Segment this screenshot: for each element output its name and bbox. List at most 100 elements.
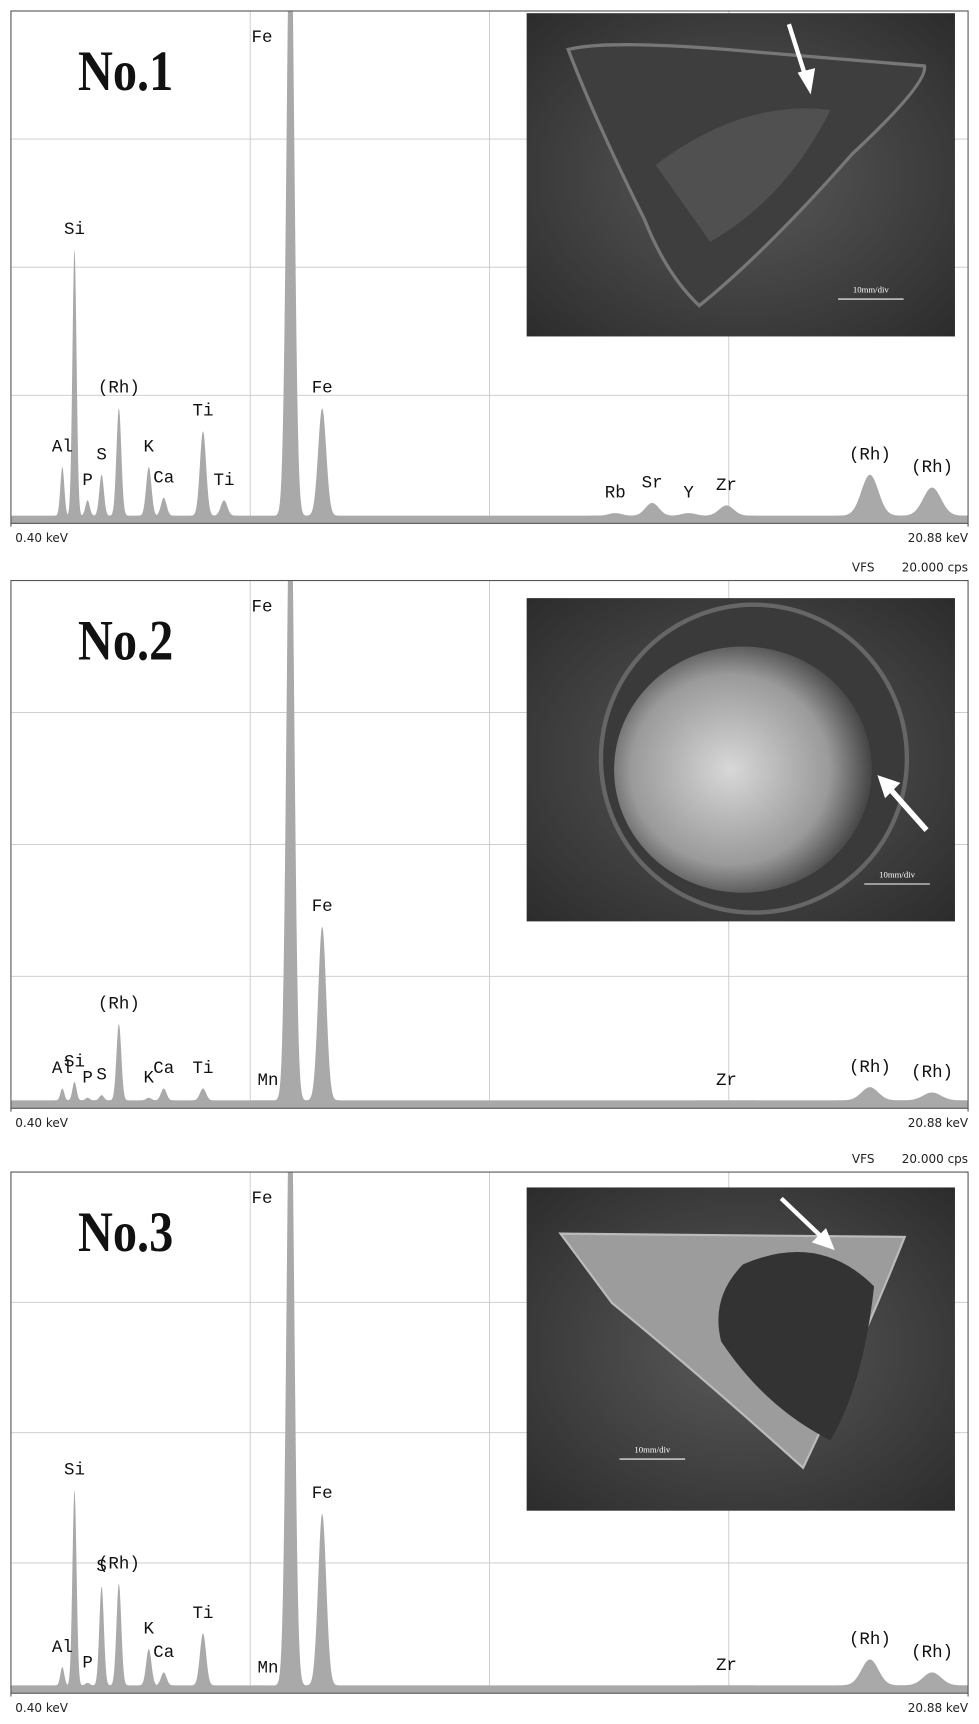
chart-title: No.2 bbox=[78, 610, 173, 673]
spectrum-chart: Al Si PS (Rh) K Ca Ti Ti Fe Fe Rb Sr Y Zr (Rh) (Rh) 0.40… bbox=[10, 10, 969, 545]
x-tick-label: 0.40 keV bbox=[15, 1116, 68, 1130]
peak bbox=[92, 474, 111, 524]
peak bbox=[896, 1672, 968, 1694]
peak bbox=[152, 1672, 175, 1694]
photo-arrow-head bbox=[877, 775, 901, 799]
peak-label: Zr bbox=[716, 476, 737, 496]
peak-label: (Rh) bbox=[98, 994, 140, 1014]
peak bbox=[306, 408, 339, 524]
peak bbox=[190, 1088, 216, 1109]
peak-label: Ca bbox=[153, 1059, 174, 1079]
plot-frame bbox=[10, 10, 969, 524]
peak-label: P bbox=[82, 471, 92, 491]
peak bbox=[66, 249, 83, 524]
peak bbox=[275, 10, 306, 524]
peak-label: S bbox=[96, 1557, 106, 1577]
peak bbox=[152, 1088, 175, 1109]
peak bbox=[92, 1586, 111, 1694]
peak-label: S bbox=[96, 445, 106, 465]
peak-label: P bbox=[82, 1068, 92, 1088]
peak bbox=[78, 1097, 97, 1109]
peak-label: Mn bbox=[257, 1071, 278, 1091]
peak bbox=[54, 466, 71, 524]
y-tick-label: 20.000 cps bbox=[902, 561, 968, 575]
peak-label: Si bbox=[64, 1052, 85, 1072]
x-tick-label: 20.88 keV bbox=[908, 531, 969, 545]
peak-label: Fe bbox=[312, 379, 333, 399]
photo-object bbox=[614, 646, 872, 893]
peak-label: (Rh) bbox=[911, 458, 953, 478]
peak bbox=[253, 1685, 283, 1694]
peak bbox=[109, 1583, 129, 1694]
peak-label: (Rh) bbox=[911, 1063, 953, 1083]
x-tick-label: 0.40 keV bbox=[15, 531, 68, 545]
peak bbox=[275, 580, 306, 1109]
peak bbox=[896, 487, 968, 524]
peak bbox=[836, 1087, 904, 1109]
peak bbox=[152, 497, 175, 524]
y-axis-label: VFS bbox=[852, 1152, 875, 1166]
peak bbox=[138, 1648, 160, 1694]
photo-arrow bbox=[786, 23, 809, 80]
peak-label: (Rh) bbox=[911, 1643, 953, 1663]
photo: 10mm/div bbox=[526, 13, 955, 337]
spectrum bbox=[10, 1172, 969, 1694]
peak-label: Fe bbox=[252, 28, 273, 48]
peak-label: Fe bbox=[312, 1484, 333, 1504]
peak bbox=[836, 474, 904, 524]
peak bbox=[66, 1081, 83, 1109]
peak-label: Ti bbox=[193, 1604, 214, 1624]
photo-object bbox=[718, 1252, 875, 1441]
peak-label: Mn bbox=[257, 1659, 278, 1679]
peak-label: (Rh) bbox=[849, 1630, 891, 1650]
scale-label: 10mm/div bbox=[634, 1444, 670, 1454]
scale-label: 10mm/div bbox=[879, 869, 915, 879]
peak-label: Sr bbox=[642, 473, 663, 493]
chart-title: No.1 bbox=[78, 40, 173, 103]
photo-arrow bbox=[888, 787, 929, 832]
peak-label: K bbox=[144, 438, 155, 458]
peak-label: Ti bbox=[193, 402, 214, 422]
peak bbox=[66, 1489, 83, 1694]
photo-arrow-head bbox=[797, 68, 816, 95]
peak-label: Ca bbox=[153, 1643, 174, 1663]
peak-label: (Rh) bbox=[849, 445, 891, 465]
peak bbox=[78, 1682, 97, 1694]
peak bbox=[306, 1513, 339, 1694]
peak bbox=[697, 1685, 756, 1694]
photo-arrow bbox=[779, 1196, 824, 1239]
peak-label: Al bbox=[52, 1059, 73, 1079]
scale-label: 10mm/div bbox=[853, 284, 889, 294]
peak-label: (Rh) bbox=[98, 379, 140, 399]
peak-label: Fe bbox=[252, 597, 273, 617]
peak bbox=[836, 1659, 904, 1694]
background-continuum bbox=[10, 1685, 969, 1694]
peak bbox=[78, 500, 97, 524]
spectrum bbox=[10, 580, 969, 1109]
peak-label: Si bbox=[64, 220, 85, 240]
background-continuum bbox=[10, 515, 969, 524]
peak-label: Al bbox=[52, 438, 73, 458]
photo: 10mm/div bbox=[526, 1187, 955, 1511]
photo: 10mm/div bbox=[526, 598, 955, 922]
peak-label: Rb bbox=[605, 484, 626, 504]
peak bbox=[109, 1023, 129, 1109]
peak-label: P bbox=[82, 1653, 92, 1673]
peak-label: Si bbox=[64, 1461, 85, 1481]
peak bbox=[138, 466, 160, 524]
peak-label: K bbox=[144, 1068, 155, 1088]
spectrum bbox=[10, 10, 969, 524]
y-tick-label: 20.000 cps bbox=[902, 1152, 968, 1166]
peak bbox=[306, 926, 339, 1109]
peak bbox=[896, 1092, 968, 1109]
peak-label: (Rh) bbox=[98, 1554, 140, 1574]
peak-label: S bbox=[96, 1066, 106, 1086]
peak bbox=[190, 431, 216, 524]
peak-label: Al bbox=[52, 1638, 73, 1658]
peak-label: (Rh) bbox=[849, 1058, 891, 1078]
peak bbox=[211, 500, 238, 524]
peak bbox=[109, 408, 129, 524]
peak-label: Y bbox=[683, 484, 694, 504]
